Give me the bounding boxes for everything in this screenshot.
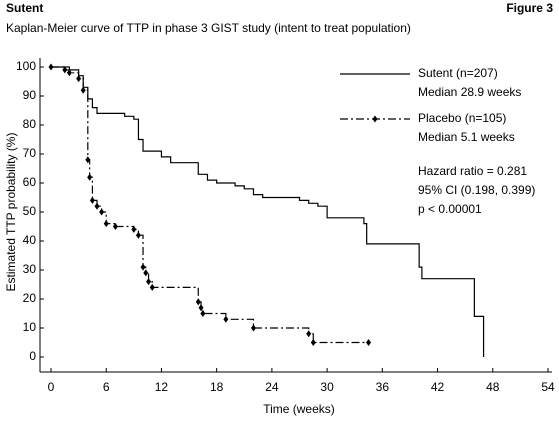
- point-marker: [103, 220, 109, 228]
- km-curve: [51, 66, 369, 344]
- point-marker: [76, 75, 82, 83]
- x-tick-label: 48: [486, 380, 500, 394]
- point-marker: [143, 269, 149, 277]
- y-tick-label: 20: [23, 291, 37, 305]
- legend-label: Sutent (n=207): [418, 66, 498, 80]
- y-tick-label: 40: [23, 233, 37, 247]
- annotation: 95% CI (0.198, 0.399): [418, 183, 535, 197]
- y-tick-label: 60: [23, 175, 37, 189]
- x-tick-label: 36: [376, 380, 390, 394]
- point-marker: [99, 208, 105, 216]
- point-marker: [250, 324, 256, 332]
- point-marker: [135, 231, 141, 239]
- x-tick-label: 12: [155, 380, 169, 394]
- legend-median: Median 28.9 weeks: [418, 85, 521, 99]
- point-marker: [149, 283, 155, 291]
- point-marker: [85, 156, 91, 164]
- point-marker: [94, 202, 100, 210]
- legend-marker: [372, 115, 378, 123]
- point-marker: [112, 223, 118, 230]
- point-marker: [62, 66, 68, 74]
- y-tick-label: 100: [16, 59, 36, 73]
- x-axis-label: Time (weeks): [263, 402, 335, 416]
- x-tick-label: 24: [265, 380, 279, 394]
- legend-label: Placebo (n=105): [418, 111, 506, 125]
- point-marker: [366, 339, 372, 346]
- point-marker: [89, 196, 95, 204]
- y-axis-label: Estimated TTP probability (%): [4, 133, 18, 292]
- annotation: p < 0.00001: [418, 202, 482, 216]
- x-tick-label: 30: [320, 380, 334, 394]
- point-marker: [223, 315, 229, 323]
- x-tick-label: 54: [541, 380, 555, 394]
- point-marker: [198, 304, 204, 312]
- chart-title: Kaplan-Meier curve of TTP in phase 3 GIS…: [6, 21, 411, 35]
- point-marker: [140, 263, 146, 271]
- y-tick-label: 90: [23, 88, 37, 102]
- x-tick-label: 6: [103, 380, 110, 394]
- point-marker: [48, 63, 54, 71]
- x-tick-label: 18: [210, 380, 224, 394]
- point-marker: [131, 225, 137, 233]
- x-tick-label: 42: [431, 380, 445, 394]
- x-tick-label: 0: [48, 380, 55, 394]
- point-marker: [306, 330, 312, 338]
- y-tick-label: 50: [23, 204, 37, 218]
- y-tick-label: 0: [29, 349, 36, 363]
- km-curve: [51, 66, 485, 357]
- y-tick-label: 80: [23, 117, 37, 131]
- figure-label: Figure 3: [506, 1, 553, 15]
- y-tick-label: 30: [23, 262, 37, 276]
- point-marker: [310, 339, 316, 346]
- point-marker: [200, 310, 206, 317]
- point-marker: [195, 298, 201, 306]
- annotation: Hazard ratio = 0.281: [418, 164, 527, 178]
- y-tick-label: 70: [23, 146, 37, 160]
- point-marker: [146, 278, 152, 286]
- y-tick-label: 10: [23, 320, 37, 334]
- point-marker: [80, 86, 86, 94]
- point-marker: [87, 173, 93, 181]
- header-label: Sutent: [6, 1, 43, 15]
- point-marker: [66, 69, 72, 77]
- legend-median: Median 5.1 weeks: [418, 130, 515, 144]
